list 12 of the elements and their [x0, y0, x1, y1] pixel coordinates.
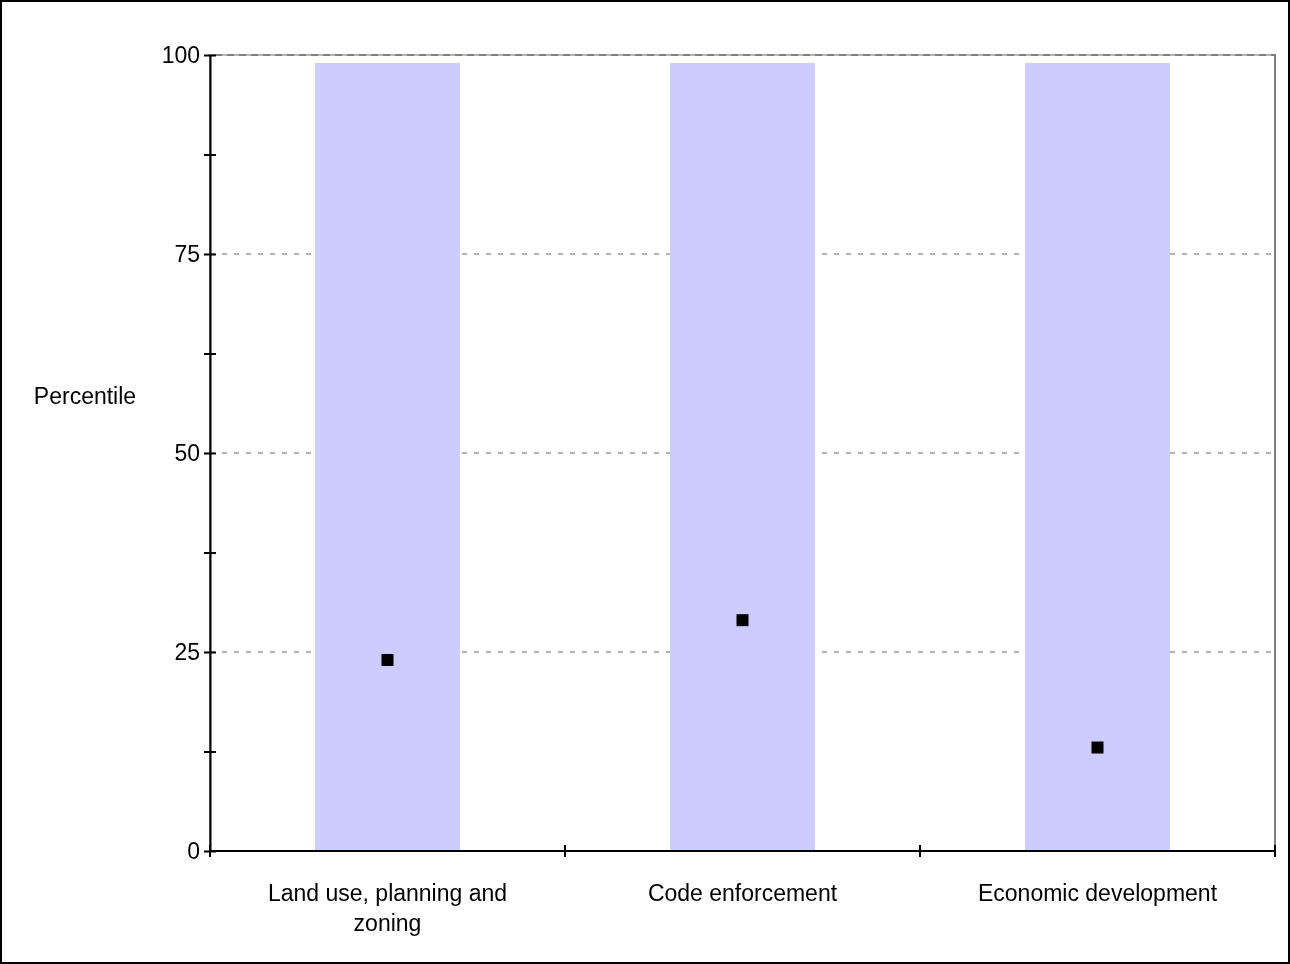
point	[736, 614, 749, 627]
y-tick-label: 25	[174, 638, 200, 665]
point	[381, 653, 394, 666]
y-tick-label: 75	[174, 240, 200, 267]
point	[1091, 741, 1104, 754]
y-tick-label: 50	[174, 439, 200, 466]
y-axis-title: Percentile	[33, 383, 137, 409]
y-tick-label: 0	[187, 837, 200, 864]
x-tick-label: Land use, planning and zoning	[267, 880, 508, 936]
y-tick-label: 100	[161, 41, 200, 68]
x-tick-label: Economic development	[977, 880, 1218, 906]
x-tick-label: Code enforcement	[647, 880, 838, 906]
